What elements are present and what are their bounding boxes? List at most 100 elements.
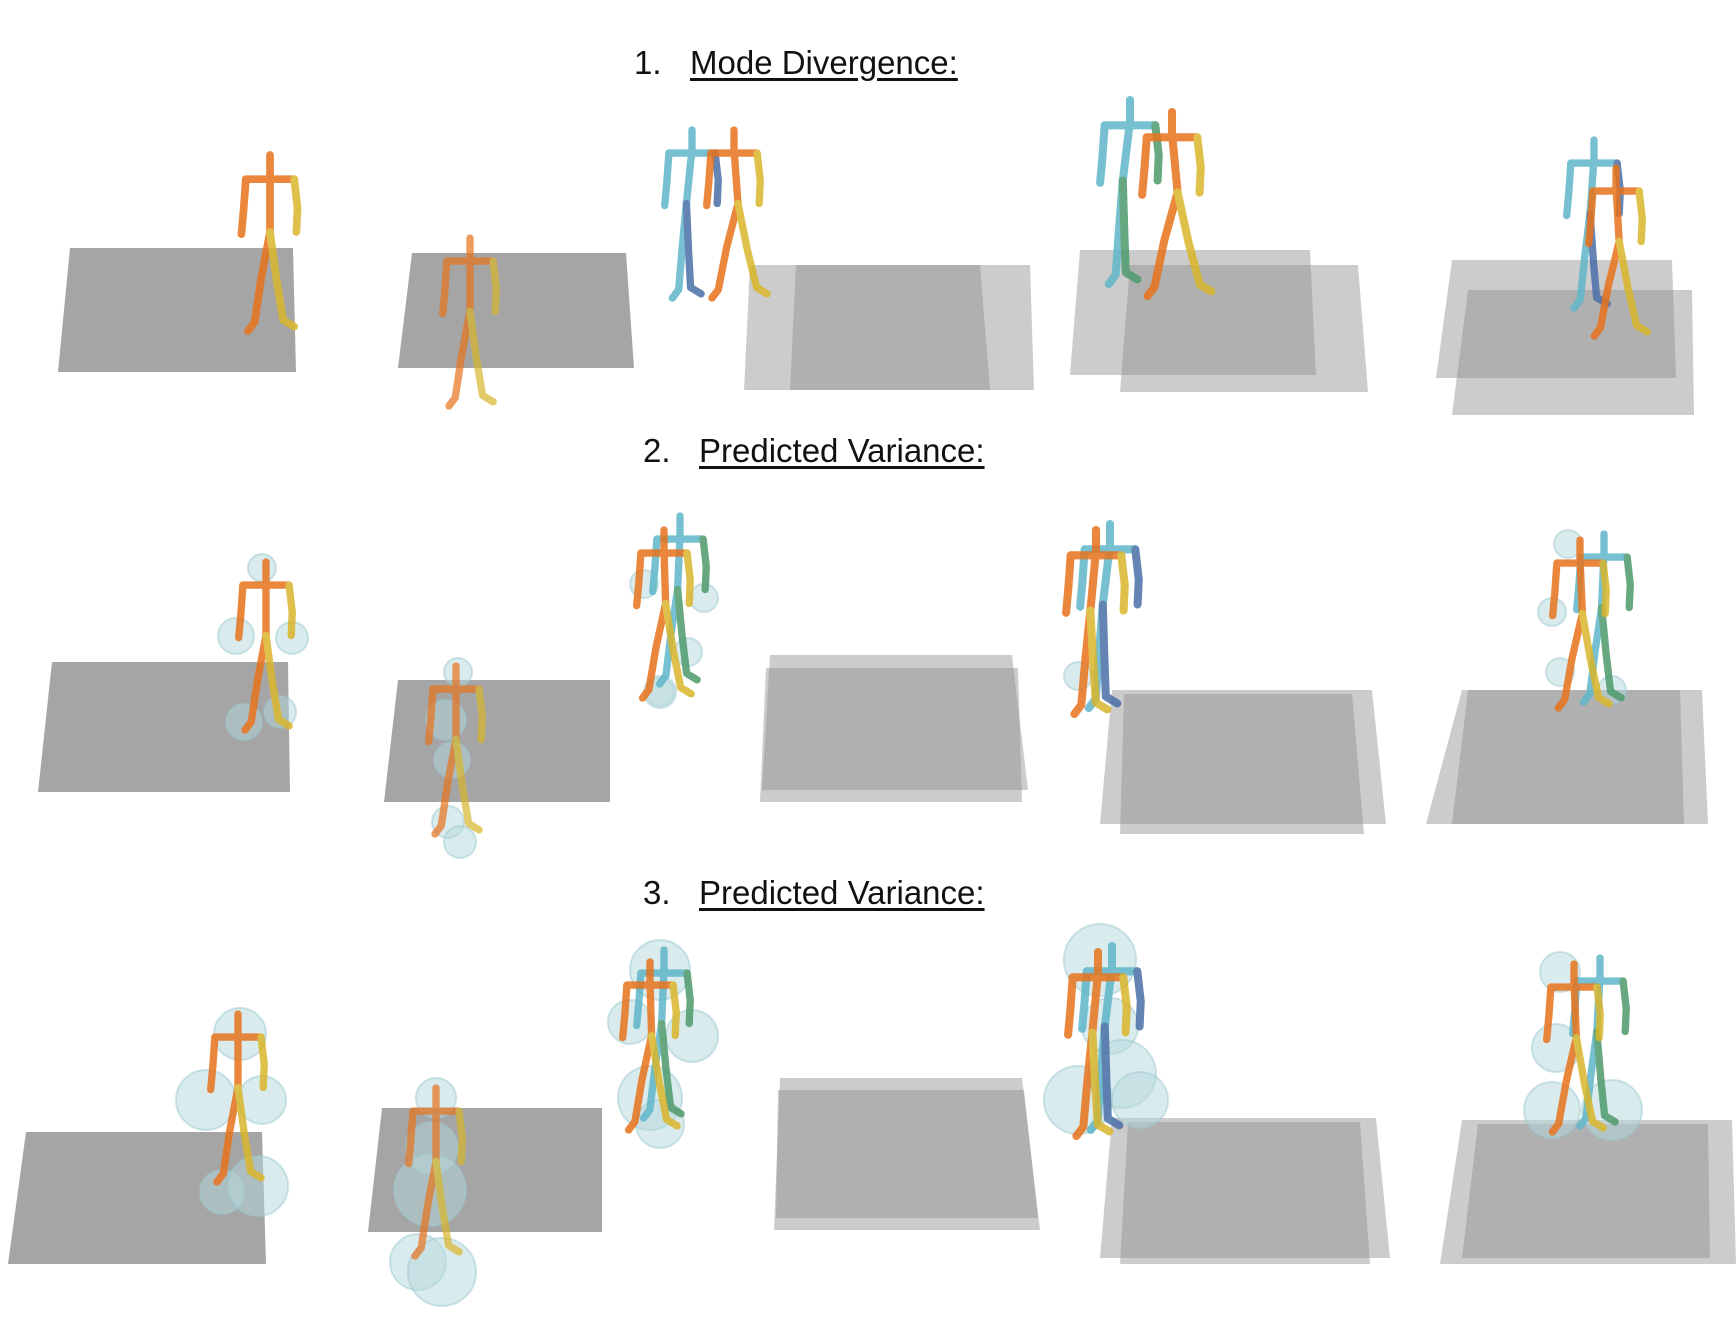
skeleton-1-5b-left-leg: [1590, 237, 1623, 340]
floor-3-3a: [774, 1078, 1040, 1230]
section-2-heading: 2. Predicted Variance:: [643, 432, 985, 470]
skeleton-1-3a-right-leg: [682, 199, 705, 298]
floor-3-5b: [1462, 1124, 1710, 1258]
skeleton-1-4b-right-arm: [1193, 133, 1205, 197]
skeleton-2-2-left-leg: [431, 735, 460, 838]
floor-3-4b: [1120, 1122, 1370, 1264]
skeleton-3-5a-right-leg: [1593, 1027, 1619, 1126]
skeleton-1-5b-right-arm: [1635, 187, 1646, 246]
skeleton-1-4b-right-leg: [1173, 188, 1216, 296]
skeleton-2-4b-right-leg: [1086, 606, 1112, 714]
skeleton-3-1-left-leg: [213, 1083, 242, 1186]
skeleton-3-3a-left-arm: [633, 969, 645, 1030]
floor-2-5a: [1426, 690, 1708, 824]
skeleton-2-5b-left-leg: [1554, 609, 1587, 712]
skeleton-1-2-left-arm: [439, 257, 451, 318]
floor-3-4a: [1100, 1118, 1390, 1258]
skeleton-1-5b-right-leg: [1615, 237, 1651, 336]
skeleton-3-1: [207, 1010, 268, 1186]
section-1-number: 1.: [634, 44, 662, 81]
skeleton-1-1-left-arm: [237, 175, 250, 239]
floor-3-1: [8, 1132, 266, 1264]
skeleton-3-1-right-arm: [257, 1033, 268, 1092]
section-2-number: 2.: [643, 432, 671, 469]
skeleton-2-4b-left-arm: [1062, 551, 1075, 617]
skeleton-3-4b: [1064, 947, 1131, 1141]
skeleton-2-5b-right-arm: [1599, 559, 1610, 618]
skeleton-3-2-left-leg: [411, 1157, 440, 1260]
skeleton-3-3b-left-leg: [624, 1031, 656, 1134]
floor-3-3b: [776, 1090, 1038, 1218]
floor-1-5a: [1436, 260, 1676, 378]
skeleton-1-4b-spine: [1167, 128, 1182, 197]
floor-3-5a: [1440, 1120, 1736, 1264]
skeleton-1-3a-right-arm: [711, 149, 722, 208]
skeleton-2-3a: [649, 512, 710, 688]
skeleton-1-1: [237, 151, 302, 335]
skeleton-3-3b: [619, 958, 681, 1134]
skeleton-3-4a-left-arm: [1078, 967, 1091, 1033]
skeleton-3-3a-right-leg: [657, 1019, 685, 1118]
floor-1-1: [58, 248, 296, 372]
floor-1-2: [398, 253, 634, 368]
floor-2-3a: [762, 655, 1028, 790]
skeleton-1-2: [439, 234, 500, 410]
skeleton-2-4a-right-arm: [1131, 545, 1143, 609]
skeleton-1-3b-right-arm: [753, 149, 764, 208]
skeleton-2-2-right-arm: [475, 685, 486, 744]
section-1-title: Mode Divergence:: [690, 44, 958, 81]
skeleton-3-3a-spine: [657, 965, 668, 1028]
floor-2-2: [384, 680, 610, 802]
skeleton-3-3a: [633, 946, 694, 1122]
skeleton-3-5b-spine: [1570, 979, 1581, 1042]
floor-1-3b: [790, 265, 990, 390]
skeleton-2-1-left-arm: [235, 581, 247, 642]
skeleton-2-3b-spine: [660, 545, 670, 608]
skeleton-1-4a-left-arm: [1096, 121, 1109, 187]
floor-1-4a: [1070, 250, 1316, 375]
skeleton-3-5b-right-leg: [1572, 1033, 1607, 1132]
section-1-heading: 1. Mode Divergence:: [634, 44, 958, 82]
skeleton-2-1-right-leg: [262, 631, 293, 730]
skeleton-3-2-right-arm: [455, 1107, 466, 1166]
skeleton-1-2-right-leg: [466, 307, 497, 406]
skeleton-2-5b-right-leg: [1578, 609, 1613, 708]
skeleton-3-5b-right-arm: [1593, 983, 1604, 1042]
floor-1-3a: [744, 265, 1034, 390]
section-3-heading: 3. Predicted Variance:: [643, 874, 985, 912]
skeleton-2-3a-right-leg: [673, 585, 701, 684]
variance-halo-2-2e: [443, 825, 477, 859]
skeleton-2-2-right-leg: [452, 735, 483, 834]
skeleton-3-4b-left-arm: [1064, 973, 1077, 1039]
skeleton-1-4b-left-arm: [1138, 133, 1151, 199]
variance-halo-3-5a: [1539, 951, 1581, 993]
skeleton-3-3a-left-leg: [639, 1019, 666, 1122]
floor-2-3b: [760, 668, 1022, 802]
skeleton-1-4a-right-leg: [1118, 176, 1142, 284]
floor-2-4b: [1120, 694, 1364, 834]
skeleton-2-3b-right-leg: [661, 599, 695, 698]
skeleton-1-5a-left-arm: [1563, 159, 1575, 220]
skeleton-2-5b-spine: [1576, 555, 1587, 618]
skeleton-3-3b-left-arm: [619, 981, 631, 1042]
skeleton-1-3a-left-arm: [661, 149, 673, 210]
variance-halo-3-1e: [227, 1155, 289, 1217]
skeleton-2-2: [425, 662, 486, 838]
skeleton-3-5a-right-arm: [1619, 977, 1630, 1036]
skeleton-2-3a-left-leg: [655, 585, 682, 688]
skeleton-3-2-right-leg: [432, 1157, 463, 1256]
skeleton-2-5a-right-leg: [1597, 603, 1625, 702]
skeleton-1-4b: [1138, 107, 1216, 301]
variance-halo-3-1b: [175, 1069, 237, 1131]
skeleton-2-4b-right-arm: [1117, 551, 1129, 615]
section-2-title: Predicted Variance:: [699, 432, 985, 469]
skeleton-3-3b-right-arm: [669, 981, 680, 1040]
skeleton-1-4b-left-leg: [1143, 188, 1182, 301]
skeleton-2-5a-right-arm: [1623, 553, 1634, 612]
skeleton-1-2-right-arm: [489, 257, 500, 316]
skeleton-2-3b-left-arm: [633, 549, 645, 610]
skeleton-3-2-left-arm: [405, 1107, 417, 1168]
skeleton-1-1-right-leg: [266, 228, 299, 331]
skeleton-1-5b-spine: [1612, 183, 1623, 246]
